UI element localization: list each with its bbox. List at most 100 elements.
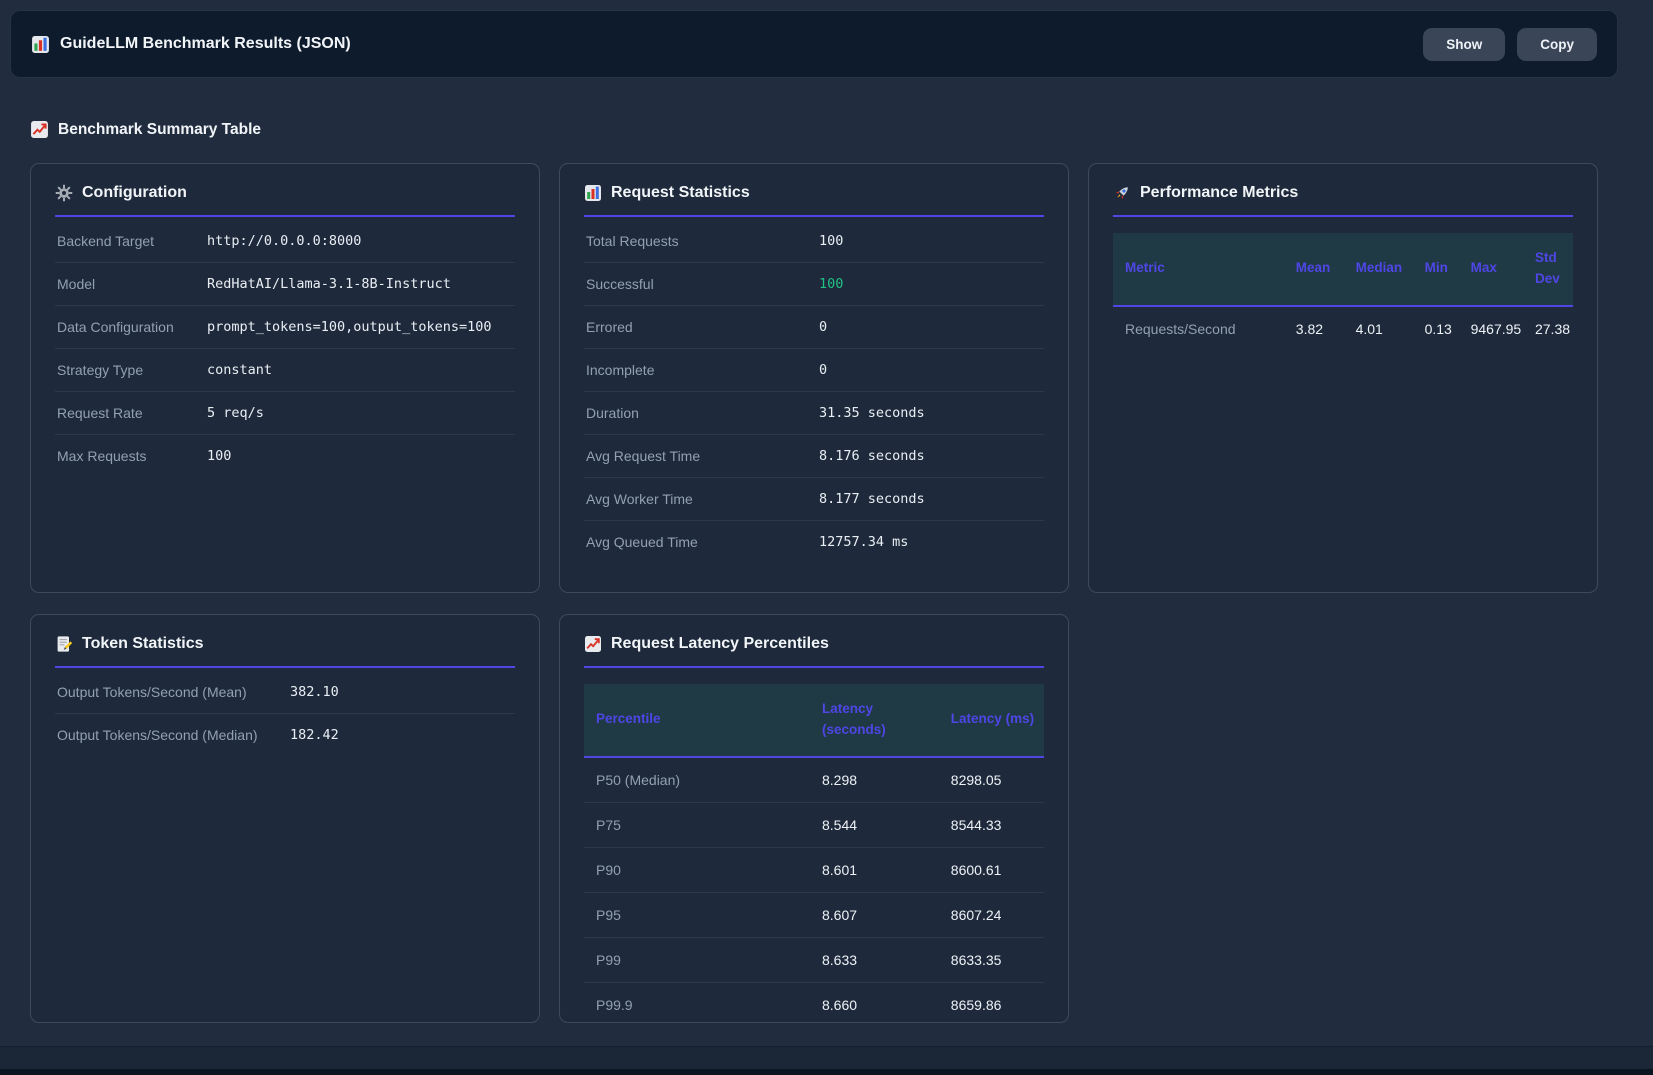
row-label-cell: P90 xyxy=(584,847,814,893)
stat-label: Total Requests xyxy=(586,233,679,249)
card-title-text: Token Statistics xyxy=(82,635,204,652)
value-cell: 27.38 xyxy=(1534,320,1571,337)
stat-value: 8.176 seconds xyxy=(819,448,925,464)
value-cell: 8.607 xyxy=(814,892,943,938)
stat-value: 100 xyxy=(207,448,232,464)
rocket-icon xyxy=(1113,184,1131,202)
row-label-cell: Requests/Second xyxy=(1125,320,1236,337)
stat-row: Output Tokens/Second (Mean) 382.10 xyxy=(55,671,515,714)
table-row: P75 8.544 8544.33 xyxy=(584,802,1044,848)
column-header: Max xyxy=(1462,233,1527,307)
column-header: Std Dev xyxy=(1526,233,1573,307)
column-header: Mean xyxy=(1287,233,1348,307)
title-underline xyxy=(584,666,1044,668)
table-row: P90 8.601 8600.61 xyxy=(584,847,1044,893)
column-header: Percentile xyxy=(584,684,814,758)
app-header-title: GuideLLM Benchmark Results (JSON) xyxy=(31,35,351,54)
stat-row: Max Requests 100 xyxy=(55,435,515,477)
show-button[interactable]: Show xyxy=(1423,27,1506,61)
card-title: Configuration xyxy=(55,184,515,202)
token-statistics-stats: Output Tokens/Second (Mean) 382.10 Output … xyxy=(55,671,515,756)
value-cell: 8.633 xyxy=(814,937,943,983)
section-title: Benchmark Summary Table xyxy=(58,120,262,138)
stat-value: 5 req/s xyxy=(207,405,264,421)
table-row: P95 8.607 8607.24 xyxy=(584,892,1044,938)
row-label-cell: P95 xyxy=(584,892,814,938)
performance-metrics-table: Metric Mean Median Min Max Std Dev Requests/Se… xyxy=(1113,233,1573,351)
stat-row: Data Configuration prompt_tokens=100,outp… xyxy=(55,306,515,349)
stat-label: Incomplete xyxy=(586,362,655,378)
stat-row: Strategy Type constant xyxy=(55,349,515,392)
stat-label: Avg Queued Time xyxy=(586,534,698,550)
stat-row: Avg Worker Time 8.177 seconds xyxy=(584,478,1044,521)
stat-value: 12757.34 ms xyxy=(819,534,909,550)
value-cell: 8659.86 xyxy=(950,996,1002,1013)
card-title: Request Latency Percentiles xyxy=(584,635,1044,653)
title-underline xyxy=(55,215,515,217)
title-underline xyxy=(1113,215,1573,217)
stat-label: Avg Request Time xyxy=(586,448,701,464)
stat-label: Data Configuration xyxy=(57,319,174,335)
value-cell: 8298.05 xyxy=(942,756,1044,803)
stat-value: 0 xyxy=(819,319,828,335)
cards-grid: Configuration Backend Target http://0.0.0… xyxy=(30,163,1598,1023)
value-cell: 8600.61 xyxy=(942,847,1044,893)
value-cell: 8633.35 xyxy=(942,937,1044,983)
table-header-row: Percentile Latency (seconds) Latency (ms) xyxy=(584,684,1044,758)
configuration-stats: Backend Target http://0.0.0.0:8000 Model Re… xyxy=(55,220,515,477)
value-cell: 8544.33 xyxy=(942,802,1044,848)
stat-row: Duration 31.35 seconds xyxy=(584,392,1044,435)
stat-label: Avg Worker Time xyxy=(586,491,693,507)
value-cell: 8.544 xyxy=(814,802,943,848)
stat-label: Output Tokens/Second (Mean) xyxy=(57,684,247,700)
bottom-bar xyxy=(0,1069,1653,1075)
stat-value: 31.35 seconds xyxy=(819,405,925,421)
stat-label: Model xyxy=(57,276,96,292)
chart-increasing-icon xyxy=(30,120,49,139)
stat-row: Successful 100 xyxy=(584,263,1044,306)
stat-value: 0 xyxy=(819,362,828,378)
value-cell: 3.82 xyxy=(1295,320,1324,337)
performance-metrics-card: Performance Metrics Metric Mean Median Min M… xyxy=(1088,163,1598,593)
stat-row: Backend Target http://0.0.0.0:8000 xyxy=(55,220,515,263)
table-header-row: Metric Mean Median Min Max Std Dev xyxy=(1113,233,1573,307)
card-title: Token Statistics xyxy=(55,635,515,653)
stat-value: 182.42 xyxy=(290,727,339,743)
column-header: Latency (ms) xyxy=(942,684,1044,758)
column-header: Median xyxy=(1347,233,1417,307)
stat-row: Avg Queued Time 12757.34 ms xyxy=(584,521,1044,563)
card-title: Request Statistics xyxy=(584,184,1044,202)
stat-label: Duration xyxy=(586,405,639,421)
stat-row: Output Tokens/Second (Median) 182.42 xyxy=(55,714,515,756)
value-cell: 9467.95 xyxy=(1470,320,1522,337)
stat-row: Incomplete 0 xyxy=(584,349,1044,392)
card-title-text: Performance Metrics xyxy=(1140,184,1299,201)
memo-icon xyxy=(55,635,73,653)
stat-value: RedHatAI/Llama-3.1-8B-Instruct xyxy=(207,276,451,292)
page-content: GuideLLM Benchmark Results (JSON) Show C… xyxy=(0,10,1653,1047)
stat-row: Model RedHatAI/Llama-3.1-8B-Instruct xyxy=(55,263,515,306)
value-cell: 4.01 xyxy=(1355,320,1383,337)
value-cell: 0.13 xyxy=(1424,320,1452,337)
value-cell: 8.660 xyxy=(822,996,858,1013)
stat-value: http://0.0.0.0:8000 xyxy=(207,233,362,249)
stat-value: 100 xyxy=(819,276,844,292)
stat-label: Request Rate xyxy=(57,405,143,421)
stat-value: 382.10 xyxy=(290,684,339,700)
stat-label: Successful xyxy=(586,276,654,292)
card-title: Performance Metrics xyxy=(1113,184,1573,202)
bar-chart-icon xyxy=(31,35,50,54)
stat-value: 100 xyxy=(819,233,844,249)
card-title-text: Request Latency Percentiles xyxy=(611,635,829,652)
table-row: P99.9 8.660 8659.86 xyxy=(584,982,1044,1027)
table-row: Requests/Second 3.82 4.01 0.13 9467.95 27.38 xyxy=(1113,306,1573,351)
row-label-cell: P99.9 xyxy=(596,996,633,1013)
title-underline xyxy=(55,666,515,668)
stat-row: Errored 0 xyxy=(584,306,1044,349)
latency-percentiles-table: Percentile Latency (seconds) Latency (ms) P… xyxy=(584,684,1044,1027)
copy-button[interactable]: Copy xyxy=(1517,27,1597,61)
column-header: Latency (seconds) xyxy=(814,684,943,758)
header-buttons: Show Copy xyxy=(1423,27,1597,61)
stat-label: Errored xyxy=(586,319,633,335)
stat-label: Output Tokens/Second (Median) xyxy=(57,727,258,743)
